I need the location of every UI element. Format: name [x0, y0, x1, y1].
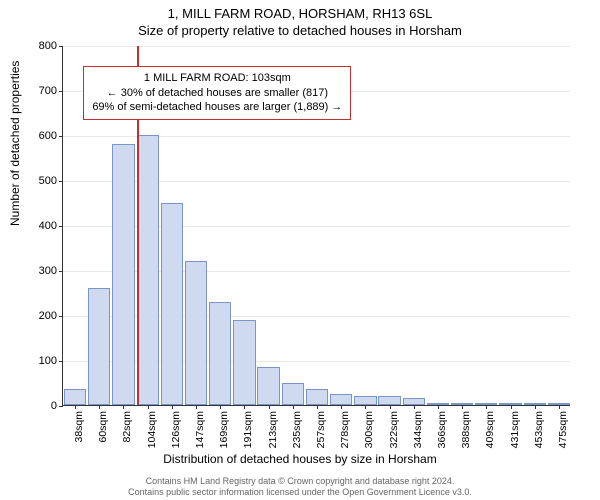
xtick-mark [99, 405, 100, 409]
xtick-label: 38sqm [73, 411, 85, 443]
xtick-label: 257sqm [315, 411, 327, 448]
histogram-bar [306, 389, 328, 405]
histogram-bar [233, 320, 255, 406]
xtick-mark [269, 405, 270, 409]
xtick-label: 475sqm [557, 411, 569, 448]
xtick-label: 147sqm [194, 411, 206, 448]
annotation-box: 1 MILL FARM ROAD: 103sqm← 30% of detache… [83, 66, 351, 121]
xtick-mark [365, 405, 366, 409]
ytick-label: 0 [51, 400, 63, 412]
xtick-mark [317, 405, 318, 409]
xtick-label: 60sqm [97, 411, 109, 443]
chart-title-block: 1, MILL FARM ROAD, HORSHAM, RH13 6SL Siz… [0, 0, 600, 38]
histogram-bar [282, 383, 304, 406]
footer-line1: Contains HM Land Registry data © Crown c… [0, 476, 600, 487]
ytick-label: 300 [39, 265, 63, 277]
xtick-label: 191sqm [242, 411, 254, 448]
xtick-label: 344sqm [412, 411, 424, 448]
xtick-mark [511, 405, 512, 409]
ytick-label: 100 [39, 355, 63, 367]
histogram-bar [378, 396, 400, 405]
xtick-label: 126sqm [170, 411, 182, 448]
gridline [63, 46, 570, 47]
annotation-line2: ← 30% of detached houses are smaller (81… [92, 86, 342, 101]
xtick-mark [196, 405, 197, 409]
xtick-mark [123, 405, 124, 409]
xtick-mark [438, 405, 439, 409]
xtick-mark [75, 405, 76, 409]
x-axis-label: Distribution of detached houses by size … [0, 452, 600, 466]
title-line2: Size of property relative to detached ho… [0, 23, 600, 38]
annotation-line1: 1 MILL FARM ROAD: 103sqm [92, 71, 342, 86]
xtick-mark [293, 405, 294, 409]
xtick-label: 453sqm [533, 411, 545, 448]
xtick-label: 213sqm [267, 411, 279, 448]
xtick-mark [414, 405, 415, 409]
histogram-bar [64, 389, 86, 405]
xtick-mark [462, 405, 463, 409]
xtick-label: 82sqm [121, 411, 133, 443]
ytick-label: 500 [39, 175, 63, 187]
xtick-label: 169sqm [218, 411, 230, 448]
xtick-mark [220, 405, 221, 409]
xtick-mark [535, 405, 536, 409]
title-line1: 1, MILL FARM ROAD, HORSHAM, RH13 6SL [0, 6, 600, 21]
ytick-label: 600 [39, 130, 63, 142]
histogram-bar [88, 288, 110, 405]
xtick-label: 278sqm [339, 411, 351, 448]
ytick-label: 400 [39, 220, 63, 232]
xtick-label: 104sqm [146, 411, 158, 448]
xtick-mark [559, 405, 560, 409]
y-axis-label: Number of detached properties [8, 61, 22, 226]
xtick-label: 431sqm [509, 411, 521, 448]
ytick-label: 200 [39, 310, 63, 322]
footer-line2: Contains public sector information licen… [0, 487, 600, 498]
xtick-mark [148, 405, 149, 409]
histogram-bar [257, 367, 279, 405]
histogram-bar [354, 396, 376, 405]
ytick-label: 700 [39, 85, 63, 97]
ytick-label: 800 [39, 40, 63, 52]
xtick-label: 300sqm [363, 411, 375, 448]
xtick-mark [172, 405, 173, 409]
xtick-mark [390, 405, 391, 409]
xtick-mark [244, 405, 245, 409]
xtick-mark [486, 405, 487, 409]
chart-plot-area: 010020030040050060070080038sqm60sqm82sqm… [62, 46, 570, 406]
xtick-label: 366sqm [436, 411, 448, 448]
histogram-bar [161, 203, 183, 406]
histogram-bar [403, 398, 425, 405]
xtick-mark [341, 405, 342, 409]
histogram-bar [209, 302, 231, 406]
histogram-bar [330, 394, 352, 405]
annotation-line3: 69% of semi-detached houses are larger (… [92, 100, 342, 115]
xtick-label: 409sqm [484, 411, 496, 448]
histogram-bar [137, 135, 159, 405]
histogram-bar [112, 144, 134, 405]
footer-attribution: Contains HM Land Registry data © Crown c… [0, 476, 600, 498]
xtick-label: 235sqm [291, 411, 303, 448]
histogram-bar [185, 261, 207, 405]
xtick-label: 322sqm [388, 411, 400, 448]
xtick-label: 388sqm [460, 411, 472, 448]
